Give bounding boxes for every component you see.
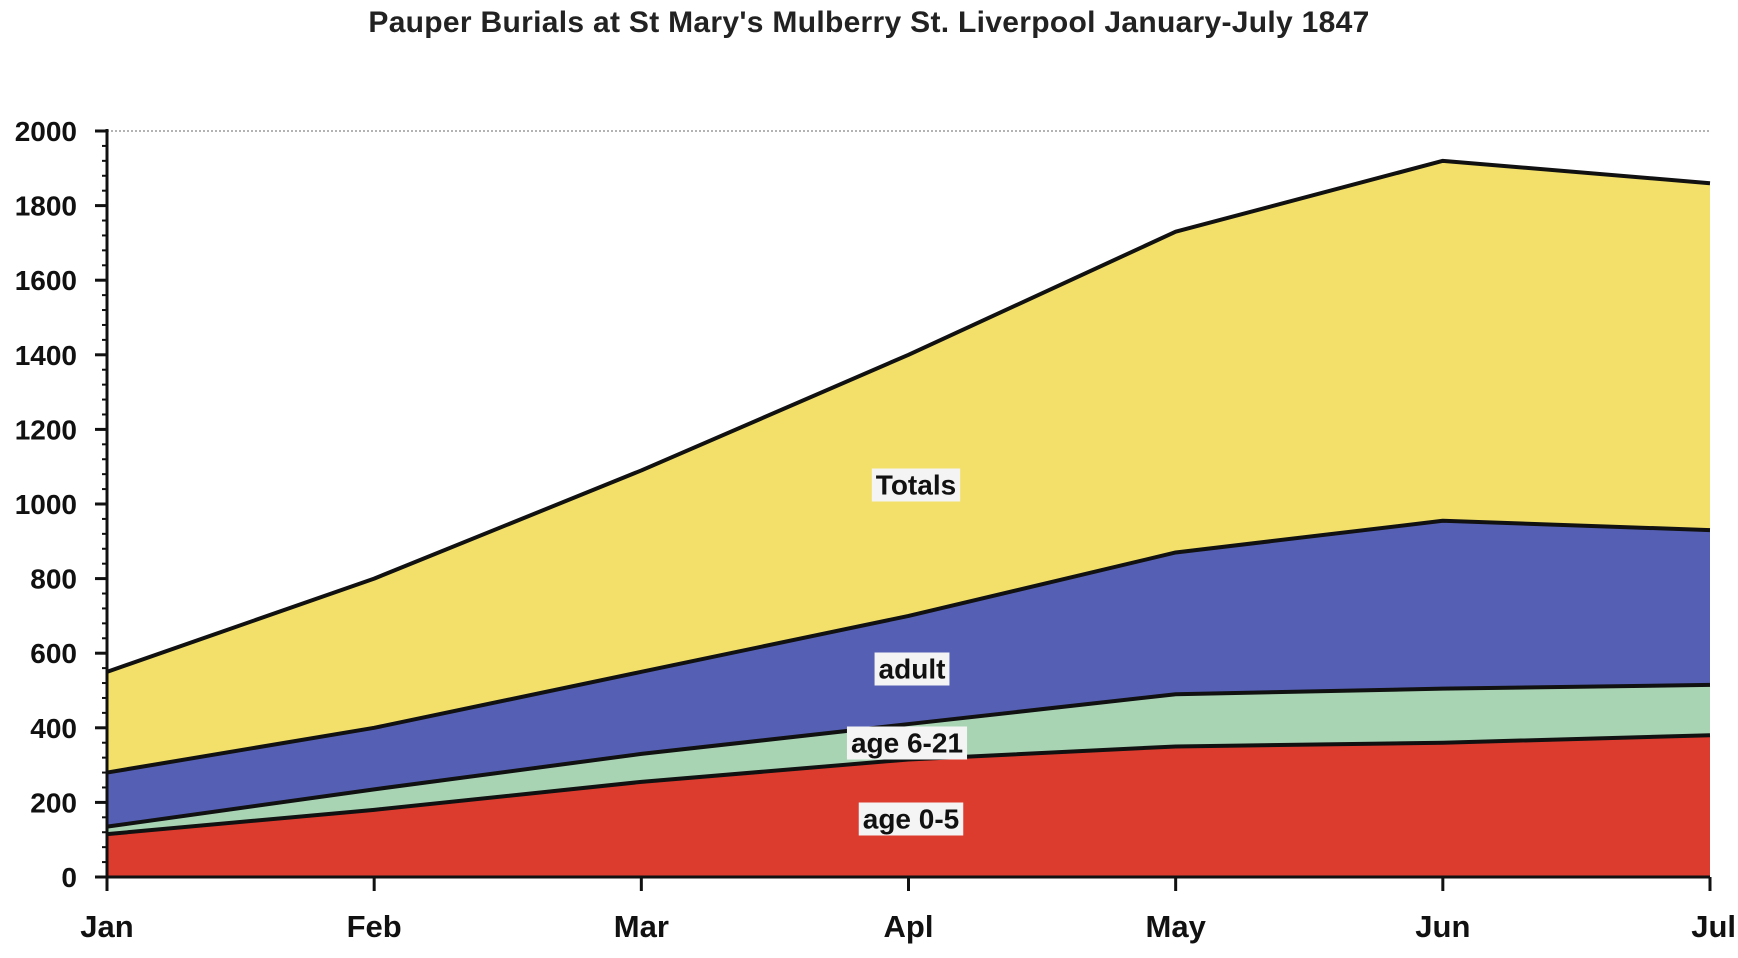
line-age-0-5 [106, 733, 1711, 837]
x-tick-label: May [1146, 909, 1207, 944]
x-tick-label: Feb [347, 909, 402, 944]
area-label-background [871, 468, 961, 502]
x-tick-label: Mar [614, 909, 669, 944]
area-label-text: age 6-21 [851, 728, 963, 759]
y-tick-label: 1800 [15, 191, 77, 222]
y-tick-label: 1200 [15, 414, 77, 445]
area-label-text: adult [879, 654, 946, 685]
x-tick-label: Apl [884, 909, 934, 944]
y-tick-label: 0 [61, 862, 77, 893]
x-tick-label: Jul [1691, 909, 1736, 944]
area-label-age-6-21: age 6-21 [846, 726, 968, 760]
area-label-text: age 0-5 [863, 804, 960, 835]
y-tick-label: 2000 [15, 116, 77, 147]
y-tick-label: 1400 [15, 340, 77, 371]
area-label-background [874, 652, 950, 686]
y-tick-label: 1600 [15, 265, 77, 296]
area-label-totals: Totals [871, 468, 961, 502]
labels-layer: Totals adult age 6-21 age 0-5 [846, 468, 968, 836]
area-label-background [858, 802, 964, 836]
line-age-6-21 [106, 682, 1711, 829]
y-tick-label: 200 [30, 787, 77, 818]
y-tick-label: 800 [30, 564, 77, 595]
area-label-text: Totals [876, 470, 956, 501]
areas-layer [107, 160, 1710, 878]
y-tick-label: 1000 [15, 489, 77, 520]
axes-layer: 0 200 400 600 800 1000 1200 1400 1600 1800 2000 Jan… [15, 116, 1736, 944]
area-label-adult: adult [874, 652, 950, 686]
y-tick-label: 600 [30, 638, 77, 669]
area-label-background [846, 726, 968, 760]
x-tick-label: Jan [80, 909, 133, 944]
x-tick-label: Jun [1415, 909, 1470, 944]
line-totals [106, 158, 1711, 674]
chart-title: Pauper Burials at St Mary's Mulberry St.… [368, 6, 1370, 39]
y-tick-label: 400 [30, 713, 77, 744]
area-label-age-0-5: age 0-5 [858, 802, 964, 836]
line-adult [106, 518, 1711, 775]
outlines-layer [106, 158, 1711, 837]
